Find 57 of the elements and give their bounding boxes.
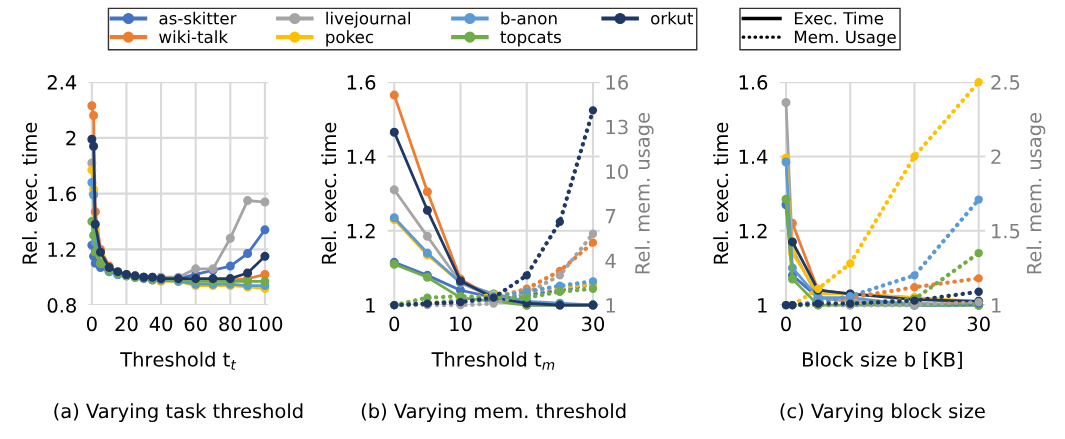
legend-label: as-skitter xyxy=(159,11,237,25)
x-axis-title: Threshold t$_{m}$ xyxy=(431,351,555,370)
x-tick-label: 100 xyxy=(248,316,283,332)
x-tick-label: 0 xyxy=(781,316,791,332)
y2-tick-label: 16 xyxy=(606,75,628,90)
text: (a) Varying task threshold xyxy=(54,403,303,423)
y2-tick-label: 10 xyxy=(606,164,628,179)
x-tick-label: 20 xyxy=(515,316,538,332)
x-tick-label: 20 xyxy=(903,316,926,332)
text: Exec. Time xyxy=(794,11,884,25)
y-tick-label: 1.6 xyxy=(48,186,77,202)
y-tick-label: 2.4 xyxy=(47,75,77,90)
legend-label: orkut xyxy=(651,11,694,25)
y-tick-label: 1.4 xyxy=(347,149,376,164)
legend-label: wiki-talk xyxy=(159,30,228,44)
legend-label: b-anon xyxy=(501,11,557,25)
legend-label: livejournal xyxy=(326,11,410,28)
y-tick-label: 1.6 xyxy=(347,75,376,90)
x-tick-label: 60 xyxy=(184,316,207,332)
legend-label: pokec xyxy=(326,30,374,47)
y2-tick-label: 2.5 xyxy=(991,75,1020,90)
x-tick-label: 40 xyxy=(149,316,173,332)
y-tick-label: 1 xyxy=(366,298,375,313)
y-axis-title: Rel. exec. time xyxy=(713,122,729,264)
x-tick-label: 30 xyxy=(582,316,605,332)
y2-axis-title: Rel. mem. usage xyxy=(1026,113,1046,274)
y-axis-title: Rel. exec. time xyxy=(321,122,337,264)
y-tick-label: 1.6 xyxy=(739,75,768,90)
y-tick-label: 1.2 xyxy=(347,223,375,239)
y2-tick-label: 1.5 xyxy=(992,223,1020,239)
y2-tick-label: 2 xyxy=(991,149,1001,164)
x-tick-label: 0 xyxy=(86,316,97,332)
y-tick-label: 1.2 xyxy=(48,242,76,257)
x-tick-label: 0 xyxy=(389,316,400,332)
y-axis-title: Rel. exec. time xyxy=(21,122,38,264)
y-tick-label: 2 xyxy=(66,130,76,146)
x-tick-label: 10 xyxy=(840,316,862,332)
x-axis-title: Threshold t$_{t}$ xyxy=(120,351,237,370)
y2-tick-label: 7 xyxy=(606,209,616,224)
x-tick-label: 30 xyxy=(967,316,990,332)
y-tick-label: 0.8 xyxy=(47,298,76,313)
x-tick-label: 80 xyxy=(219,316,242,332)
y2-axis-title: Rel. mem. usage xyxy=(634,113,654,274)
y-tick-label: 1.2 xyxy=(739,223,767,239)
y2-tick-label: 1 xyxy=(606,298,616,313)
text: Mem. Usage xyxy=(794,30,896,47)
y-tick-label: 1.4 xyxy=(739,149,768,164)
text: (c) Varying block size xyxy=(780,403,985,423)
x-tick-label: 10 xyxy=(450,316,472,332)
x-tick-label: 20 xyxy=(115,316,138,332)
y2-tick-label: 13 xyxy=(606,119,628,135)
x-axis-title: Block size b [KB] xyxy=(803,351,962,370)
legend-label: topcats xyxy=(500,31,561,47)
text: (b) Varying mem. threshold xyxy=(361,403,626,423)
y2-tick-label: 4 xyxy=(605,253,616,268)
y-tick-label: 1 xyxy=(758,298,767,313)
y2-tick-label: 1 xyxy=(992,298,1001,313)
